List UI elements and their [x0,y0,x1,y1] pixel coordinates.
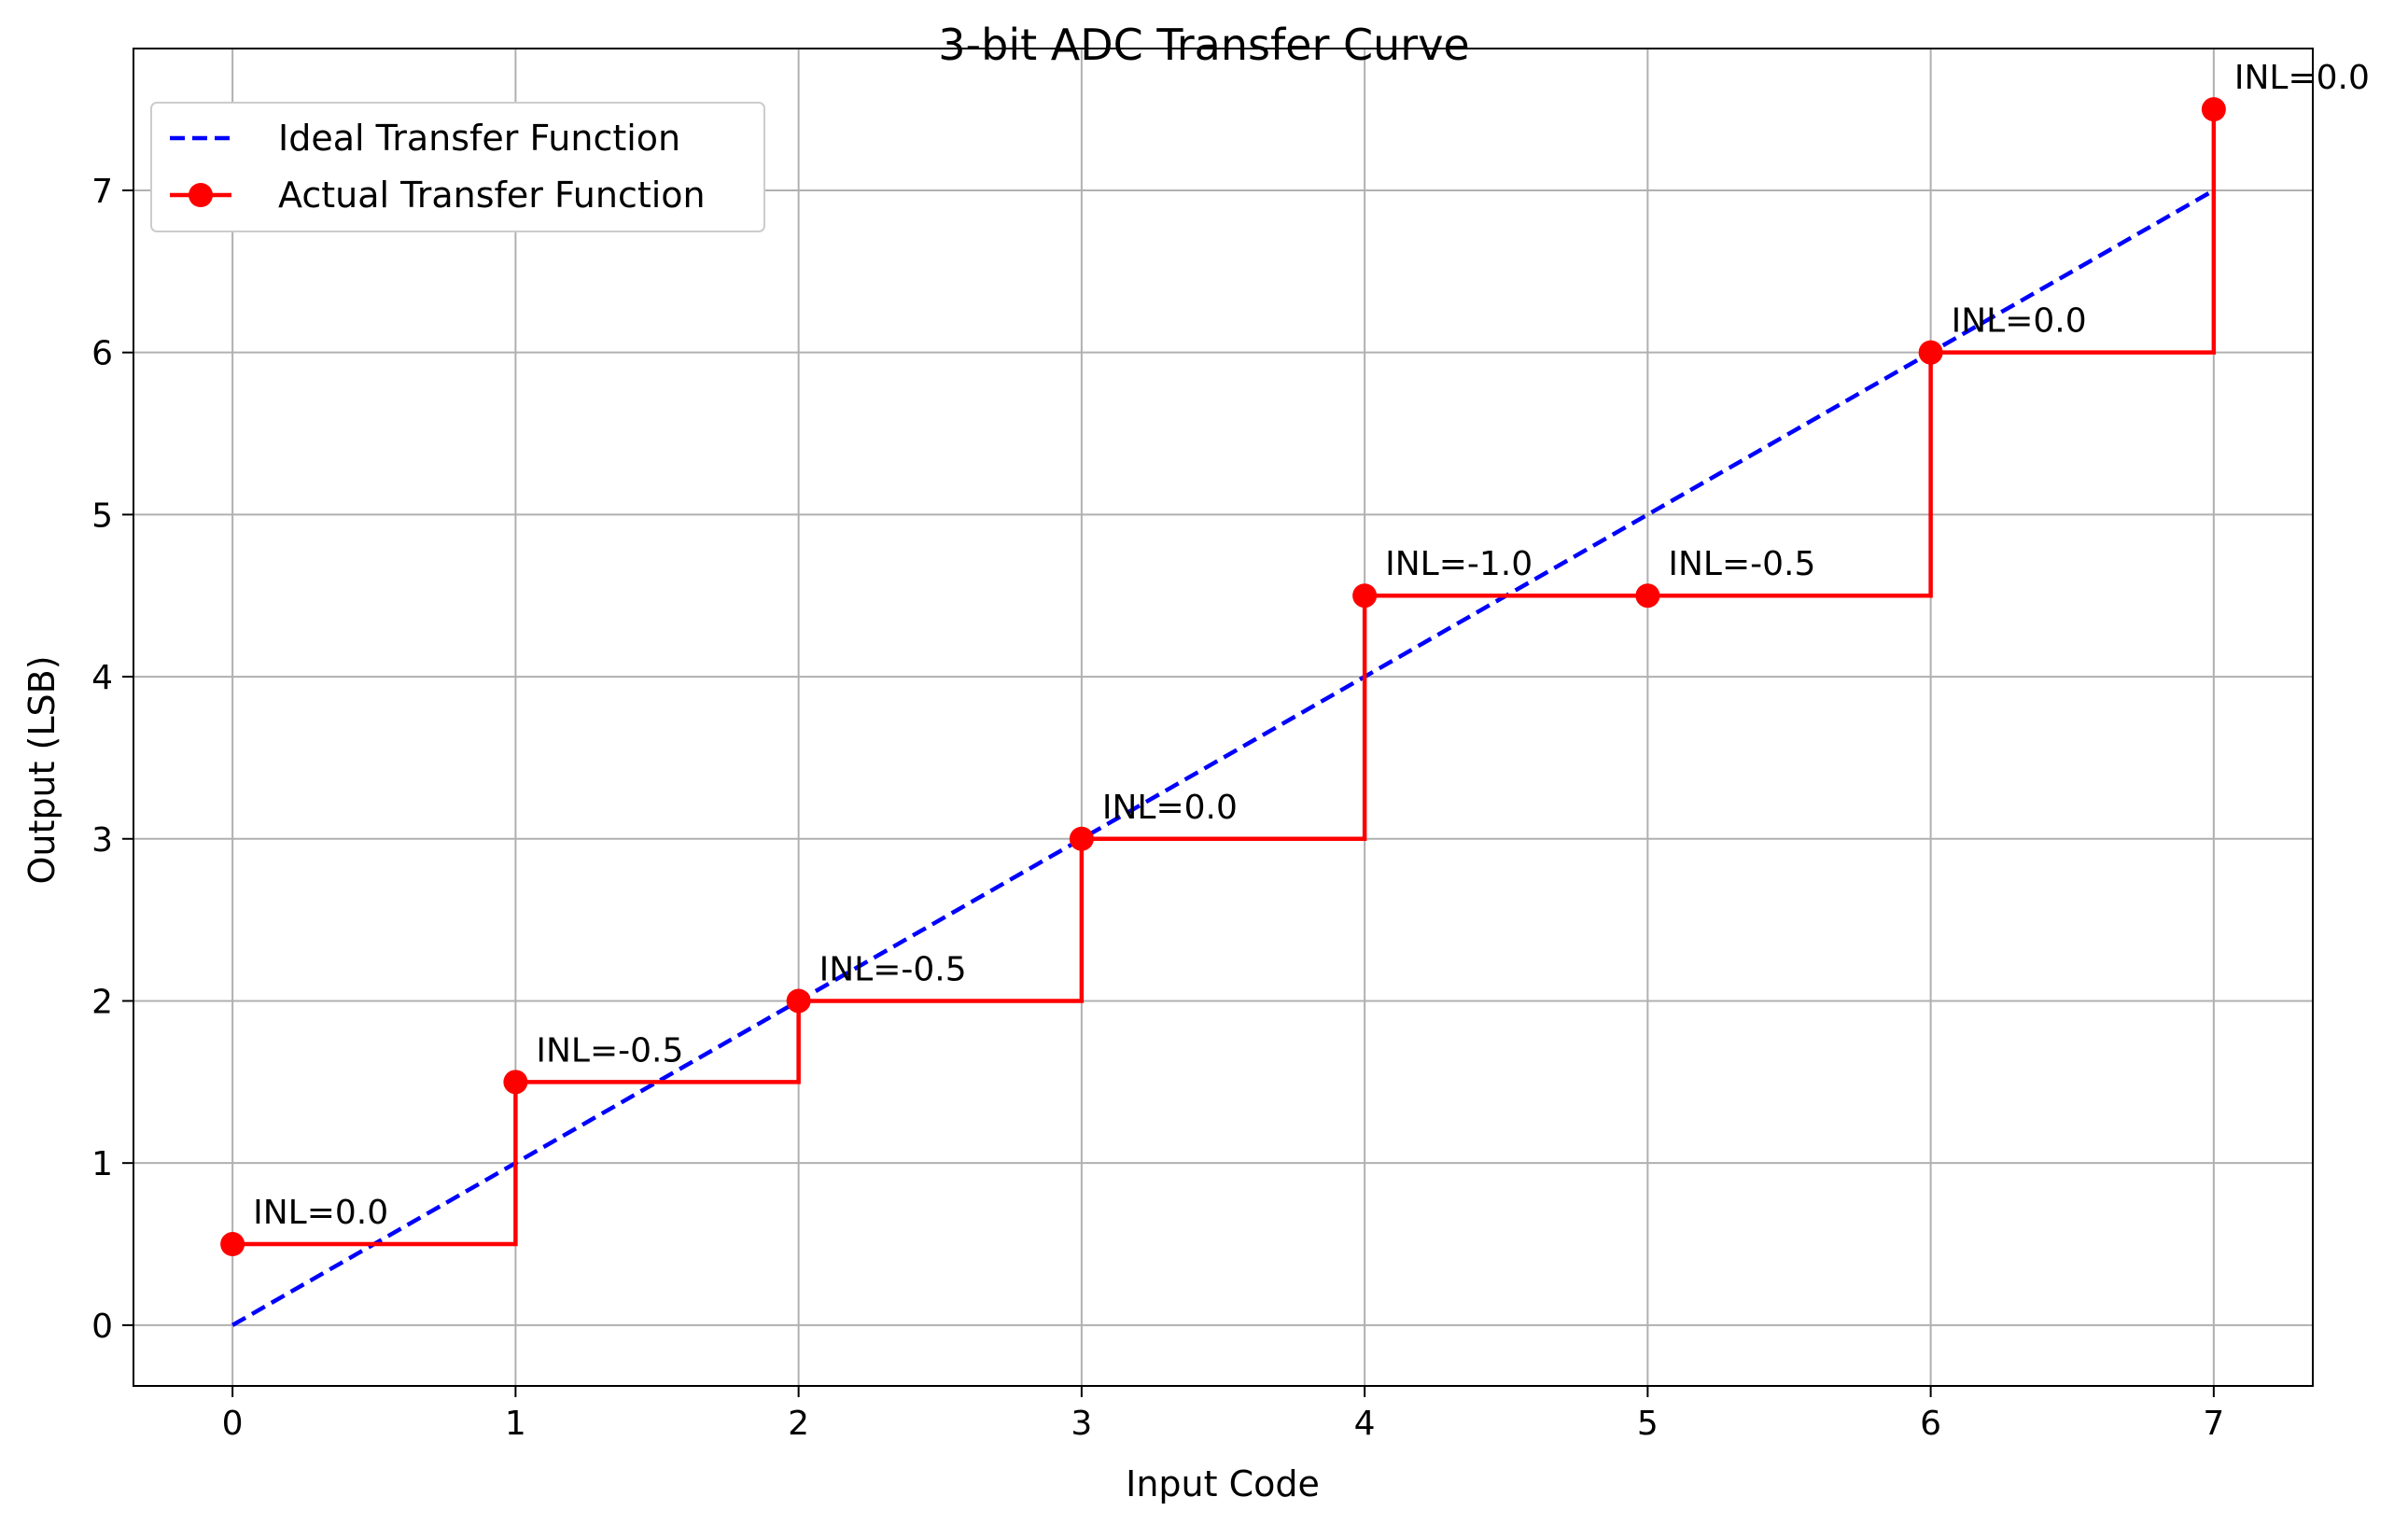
y-tick-label: 4 [91,659,113,697]
series-layer [220,97,2226,1327]
actual-data-point [1352,583,1378,609]
x-tick-label: 3 [1071,1405,1092,1443]
annotations-layer: INL=0.0 INL=-0.5 INL=-0.5 INL=0.0 INL=-1.0 IN… [253,59,2370,1232]
x-tick-label: 1 [505,1405,526,1443]
y-tick-label: 6 [91,335,113,373]
y-axis-label: Output (LSB) [21,655,63,884]
legend-actual-marker [189,183,213,207]
y-tick-label: 7 [91,173,113,211]
actual-transfer-step-line [232,109,2217,1247]
x-tick-label: 0 [222,1405,244,1443]
x-tick-label: 6 [1920,1405,1941,1443]
ticks: 0 1 2 3 4 5 6 7 0 1 2 3 4 5 6 7 [91,173,2224,1443]
inl-annotation: INL=-0.5 [819,950,967,988]
legend-ideal-label: Ideal Transfer Function [278,118,680,159]
legend-box [150,102,765,232]
chart-title: 3-bit ADC Transfer Curve [938,20,1469,70]
x-axis-label: Input Code [1126,1463,1320,1504]
inl-annotation: INL=-0.5 [1668,545,1815,583]
y-tick-label: 0 [91,1308,113,1346]
actual-data-point [786,988,811,1014]
legend-actual-label: Actual Transfer Function [278,175,706,216]
inl-annotation: INL=0.0 [253,1194,388,1232]
inl-annotation: INL=-1.0 [1385,545,1533,583]
y-tick-label: 5 [91,497,113,535]
y-tick-label: 2 [91,983,113,1021]
plot-area-frame [133,48,2314,1387]
x-tick-label: 4 [1354,1405,1376,1443]
inl-annotation: INL=0.0 [2234,59,2370,97]
legend: Ideal Transfer Function Actual Transfer … [150,102,765,232]
y-tick-label: 1 [91,1145,113,1183]
actual-data-point [220,1232,245,1257]
x-tick-label: 5 [1637,1405,1659,1443]
actual-data-point [503,1070,528,1095]
x-tick-label: 7 [2203,1405,2224,1443]
actual-data-point [2201,97,2226,122]
actual-data-point [1069,826,1094,851]
inl-annotation: INL=0.0 [1102,789,1238,827]
actual-data-point [1635,583,1660,609]
inl-annotation: INL=0.0 [1952,302,2087,341]
inl-annotation: INL=-0.5 [536,1031,683,1070]
actual-data-point [1918,340,1943,365]
x-tick-label: 2 [788,1405,809,1443]
y-tick-label: 3 [91,821,113,860]
